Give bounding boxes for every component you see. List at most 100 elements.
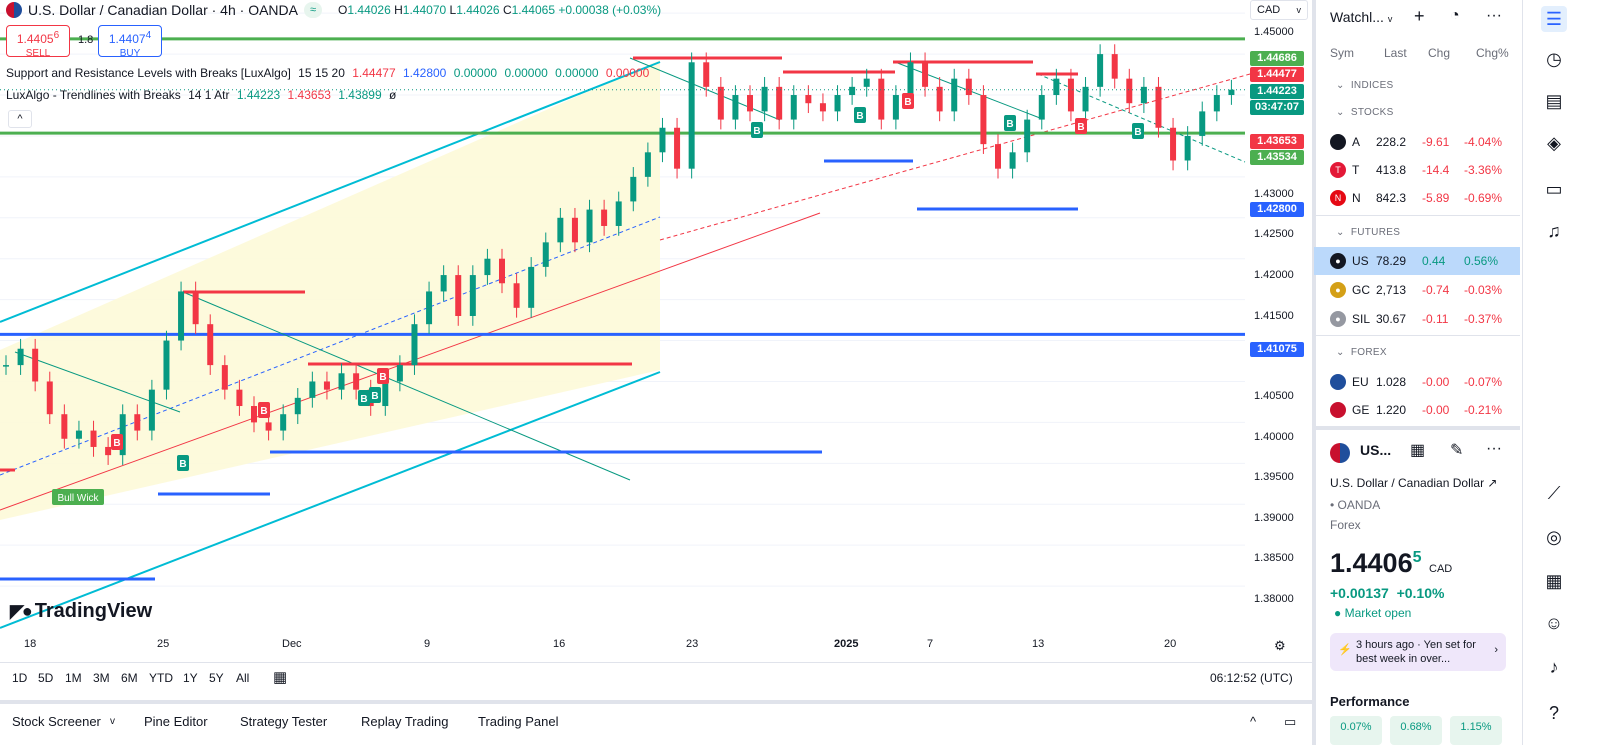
candle-body	[557, 217, 564, 243]
notifications-icon[interactable]: ♫	[1547, 221, 1561, 241]
watchlist-icon[interactable]: ☰	[1541, 6, 1567, 32]
range-ytd-button[interactable]: YTD	[149, 671, 173, 685]
bell-icon[interactable]: ♪	[1549, 657, 1559, 677]
tab-stock-screener[interactable]: Stock Screener	[12, 714, 101, 729]
candle-body	[1111, 54, 1118, 79]
tradingview-logo[interactable]: ◤● TradingView	[10, 600, 152, 623]
indicator-legend-sr[interactable]: Support and Resistance Levels with Break…	[6, 66, 653, 80]
more-icon[interactable]: ···	[1486, 7, 1502, 24]
watchlist-row[interactable]: A 228.2 -9.61 -4.04%	[1314, 128, 1520, 156]
target-icon[interactable]: ◎	[1546, 527, 1562, 547]
collapse-legend-button[interactable]: ^	[8, 110, 32, 128]
chevron-right-icon: ›	[1494, 644, 1498, 656]
range-1m-button[interactable]: 1M	[65, 671, 82, 685]
sell-button[interactable]: 1.44056 SELL	[6, 25, 70, 59]
col-chg[interactable]: Chg	[1428, 46, 1451, 60]
break-marker-label: B	[753, 126, 760, 137]
buy-button[interactable]: 1.44074 BUY	[98, 25, 162, 59]
sell-label: SELL	[25, 48, 51, 59]
watchlist-row[interactable]: ● GC 2,713 -0.74 -0.03%	[1314, 276, 1520, 304]
grid-icon[interactable]: ▦	[1410, 442, 1426, 459]
indicator-legend-trendlines[interactable]: LuxAlgo - Trendlines with Breaks 14 1 At…	[6, 88, 400, 102]
row-chg: 0.44	[1422, 254, 1446, 268]
candle-body	[426, 291, 433, 325]
range-6m-button[interactable]: 6M	[121, 671, 138, 685]
break-marker	[1132, 123, 1144, 139]
watchlist-row[interactable]: T T 413.8 -14.4 -3.36%	[1314, 156, 1520, 184]
clock[interactable]: 06:12:52 (UTC)	[1210, 671, 1293, 685]
watchlist-row[interactable]: N N 842.3 -5.89 -0.69%	[1314, 184, 1520, 212]
date-tick: 9	[424, 638, 431, 650]
range-5y-button[interactable]: 5Y	[209, 671, 224, 685]
calendar-icon[interactable]: ▦	[1545, 571, 1563, 591]
detail-symbol[interactable]: US...	[1360, 442, 1392, 458]
status-pill[interactable]: ≈	[304, 2, 323, 18]
candle-body	[1024, 119, 1031, 153]
watchlist-row[interactable]: EU 1.028 -0.00 -0.07%	[1314, 368, 1520, 396]
watchlist-row[interactable]: ● SIL 30.67 -0.11 -0.37%	[1314, 305, 1520, 333]
panel-divider[interactable]	[1314, 426, 1520, 430]
detail-name-text: U.S. Dollar / Canadian Dollar	[1330, 476, 1485, 490]
help-icon[interactable]: ?	[1548, 703, 1559, 723]
chevron-up-icon[interactable]: ^	[1250, 714, 1257, 729]
candle-body	[863, 78, 870, 87]
edit-icon[interactable]: ✎	[1450, 442, 1464, 459]
detail-name[interactable]: U.S. Dollar / Canadian Dollar ↗	[1330, 476, 1497, 490]
col-chgp[interactable]: Chg%	[1476, 46, 1509, 60]
section-futures[interactable]: ⌄ FUTURES	[1336, 227, 1401, 238]
settings-icon[interactable]: ⚙	[1274, 638, 1286, 653]
section-stocks[interactable]: ⌄ STOCKS	[1336, 107, 1394, 118]
range-3m-button[interactable]: 3M	[93, 671, 110, 685]
bull-wick-label: Bull Wick	[57, 493, 99, 504]
data-window-icon[interactable]: ▤	[1545, 91, 1563, 111]
watchlist-row-selected[interactable]: ● US 78.29 0.44 0.56%	[1314, 247, 1520, 275]
performance-chip[interactable]: 0.07%	[1330, 716, 1382, 745]
range-1y-button[interactable]: 1Y	[183, 671, 198, 685]
news-card[interactable]: ⚡ 3 hours ago · Yen set for best week in…	[1330, 633, 1506, 671]
maximize-panel-icon[interactable]: ▭	[1284, 714, 1297, 729]
alerts-clock-icon[interactable]: ◷	[1546, 49, 1562, 69]
currency-select[interactable]: CAD v	[1250, 0, 1308, 20]
row-chgp: -0.37%	[1464, 312, 1503, 326]
tab-pine-editor[interactable]: Pine Editor	[144, 714, 208, 729]
chevron-down-icon[interactable]: v	[110, 716, 115, 727]
candle-body	[90, 430, 97, 447]
community-icon[interactable]: ☺	[1544, 613, 1564, 633]
symbol-title[interactable]: U.S. Dollar / Canadian Dollar · 4h · OAN…	[28, 2, 298, 18]
range-all-button[interactable]: All	[236, 671, 250, 685]
row-symbol: US	[1352, 254, 1369, 268]
candle-body	[747, 95, 753, 112]
candle-body	[1199, 111, 1206, 136]
watchlist-row[interactable]: GE 1.220 -0.00 -0.21%	[1314, 396, 1520, 424]
add-symbol-icon[interactable]: +	[1414, 6, 1425, 26]
candle-body	[17, 348, 24, 366]
detail-exchange[interactable]: • OANDA	[1330, 498, 1381, 512]
tab-trading-panel[interactable]: Trading Panel	[478, 714, 559, 729]
low-value: 1.44026	[456, 3, 500, 17]
col-sym[interactable]: Sym	[1330, 46, 1354, 60]
date-range-icon[interactable]: ▦	[273, 669, 288, 686]
performance-chip[interactable]: 1.15%	[1450, 716, 1502, 745]
symbol-header[interactable]: U.S. Dollar / Canadian Dollar · 4h · OAN…	[6, 2, 661, 18]
chart-area[interactable]: B B B B B B B B B B B B Bull Wick U.S. Dollar / Cana…	[0, 0, 1320, 660]
candle-body	[280, 414, 287, 431]
range-1d-button[interactable]: 1D	[12, 671, 28, 685]
section-forex[interactable]: ⌄ FOREX	[1336, 347, 1387, 358]
drawing-tool-icon[interactable]: ⟋	[1547, 483, 1561, 503]
spread-value: 1.8	[78, 34, 94, 46]
advanced-view-icon[interactable]: ◔	[1450, 7, 1460, 24]
chat-icon[interactable]: ▭	[1545, 179, 1563, 199]
watchlist-title[interactable]: Watchl... v	[1330, 9, 1392, 25]
performance-chip[interactable]: 0.68%	[1390, 716, 1442, 745]
more-icon[interactable]: ···	[1486, 440, 1502, 457]
trendline-teal	[182, 291, 631, 481]
date-tick: 25	[157, 638, 170, 650]
col-last[interactable]: Last	[1384, 46, 1407, 60]
candle-body	[732, 95, 739, 120]
tab-replay-trading[interactable]: Replay Trading	[361, 714, 449, 729]
layers-icon[interactable]: ◈	[1547, 133, 1561, 153]
tab-strategy-tester[interactable]: Strategy Tester	[240, 714, 328, 729]
range-5d-button[interactable]: 5D	[38, 671, 54, 685]
section-indices[interactable]: ⌄ INDICES	[1336, 80, 1394, 91]
